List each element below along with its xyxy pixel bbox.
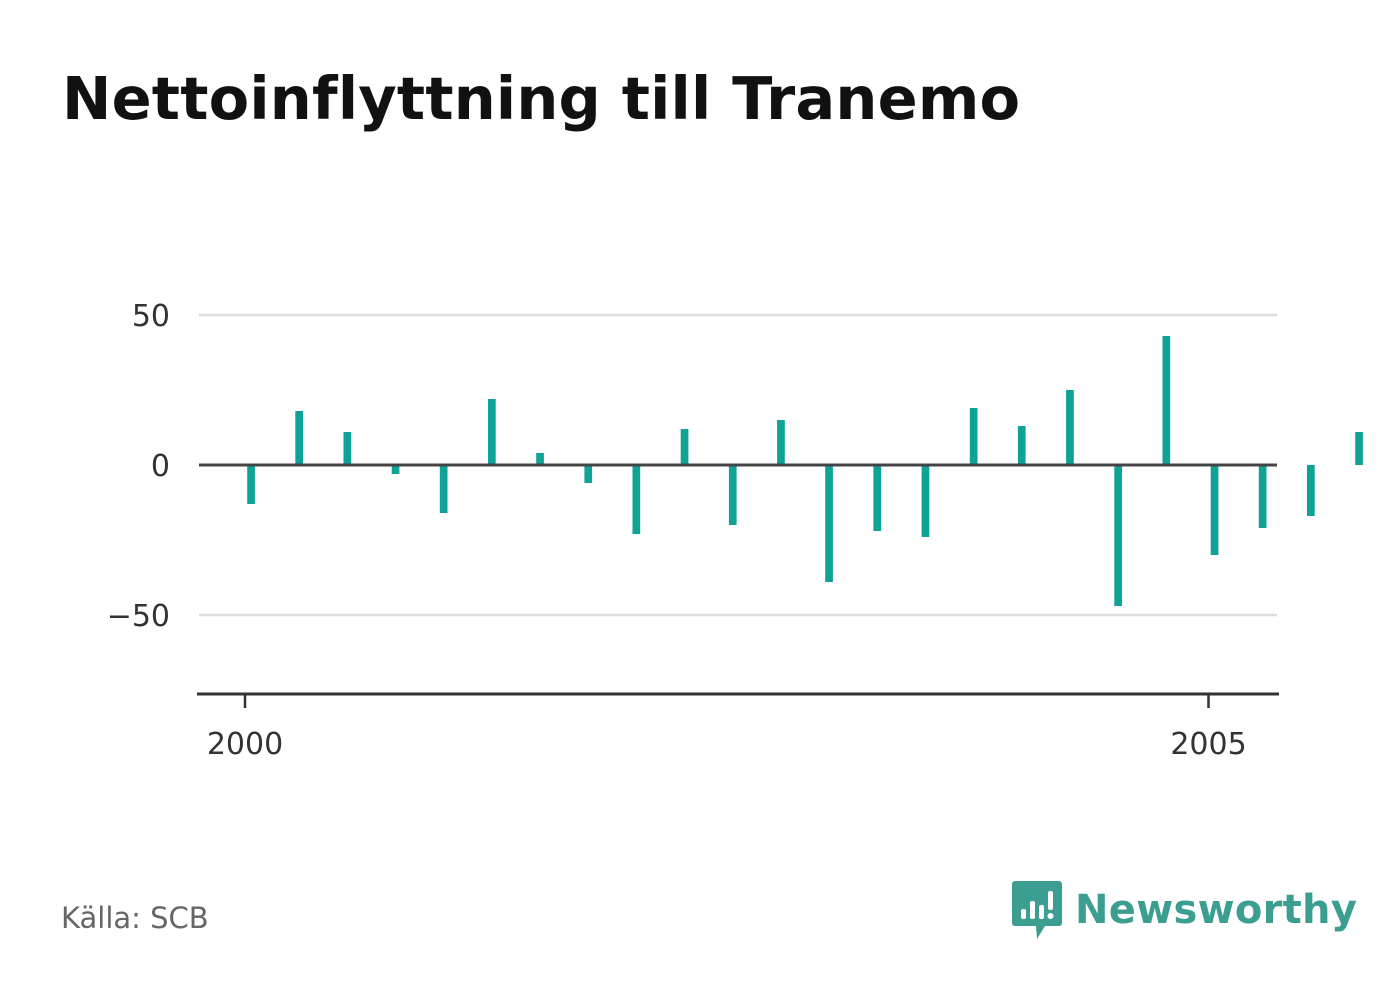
brand-name: Newsworthy xyxy=(1075,887,1358,933)
bar xyxy=(1258,465,1267,528)
bar xyxy=(584,465,593,483)
bar xyxy=(1066,390,1074,465)
x-tick-label: 2000 xyxy=(207,727,283,762)
brand-logo: Newsworthy xyxy=(1011,878,1357,942)
y-tick-label: 50 xyxy=(132,299,170,334)
bar xyxy=(343,432,352,465)
bar xyxy=(777,420,785,465)
source-note: Källa: SCB xyxy=(61,901,209,935)
bars xyxy=(247,336,1363,606)
bar xyxy=(247,465,255,504)
bar xyxy=(680,429,689,465)
y-tick-label: −50 xyxy=(107,599,170,634)
newsworthy-logo-icon xyxy=(1012,881,1062,939)
bar xyxy=(536,453,544,465)
chart-title: Nettoinflyttning till Tranemo xyxy=(62,64,1021,133)
bar xyxy=(825,465,833,582)
bar xyxy=(488,399,496,465)
y-axis-ticks: −50 0 50 xyxy=(107,299,170,634)
gridlines xyxy=(199,313,1277,617)
bar xyxy=(391,465,400,474)
bar xyxy=(873,465,882,531)
bar xyxy=(439,465,448,513)
bar xyxy=(1017,426,1026,465)
bar xyxy=(1210,465,1219,555)
y-tick-label: 0 xyxy=(151,449,170,484)
bar xyxy=(921,465,930,537)
bar xyxy=(1114,465,1122,606)
x-axis-ticks: 200020052010201520202025 xyxy=(207,694,1247,762)
bar xyxy=(1162,336,1171,465)
x-tick-label: 2005 xyxy=(1170,727,1246,762)
bar xyxy=(1307,465,1315,516)
bar xyxy=(1355,432,1363,465)
bar xyxy=(295,411,303,465)
bar xyxy=(969,408,978,465)
bar xyxy=(728,465,737,525)
bar xyxy=(632,465,641,534)
